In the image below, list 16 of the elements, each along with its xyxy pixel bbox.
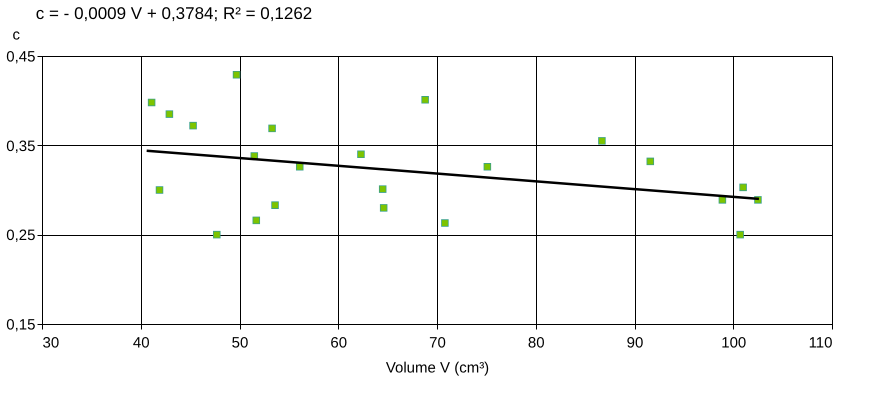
x-tick-label: 50: [232, 334, 248, 352]
x-tick-label: 30: [42, 334, 60, 352]
x-tick-label: 60: [330, 334, 348, 352]
y-tick-label: 0,35: [6, 138, 36, 155]
x-tick-label: 80: [528, 334, 545, 352]
x-tick-label: 90: [626, 334, 644, 352]
x-tick-label: 110: [808, 334, 832, 352]
x-tick-label: 100: [721, 334, 746, 352]
y-tick-label: 0,45: [6, 48, 36, 66]
x-axis-title: Volume V (cm³): [386, 360, 490, 376]
x-tick-label: 70: [429, 334, 446, 352]
chart-title: c = - 0,0009 V + 0,3784; R² = 0,1262: [36, 4, 312, 23]
y-axis-title: c: [12, 26, 20, 44]
y-tick-label: 0,25: [6, 227, 36, 244]
x-tick-label: 40: [132, 334, 150, 352]
y-tick-label: 0,15: [6, 316, 36, 334]
